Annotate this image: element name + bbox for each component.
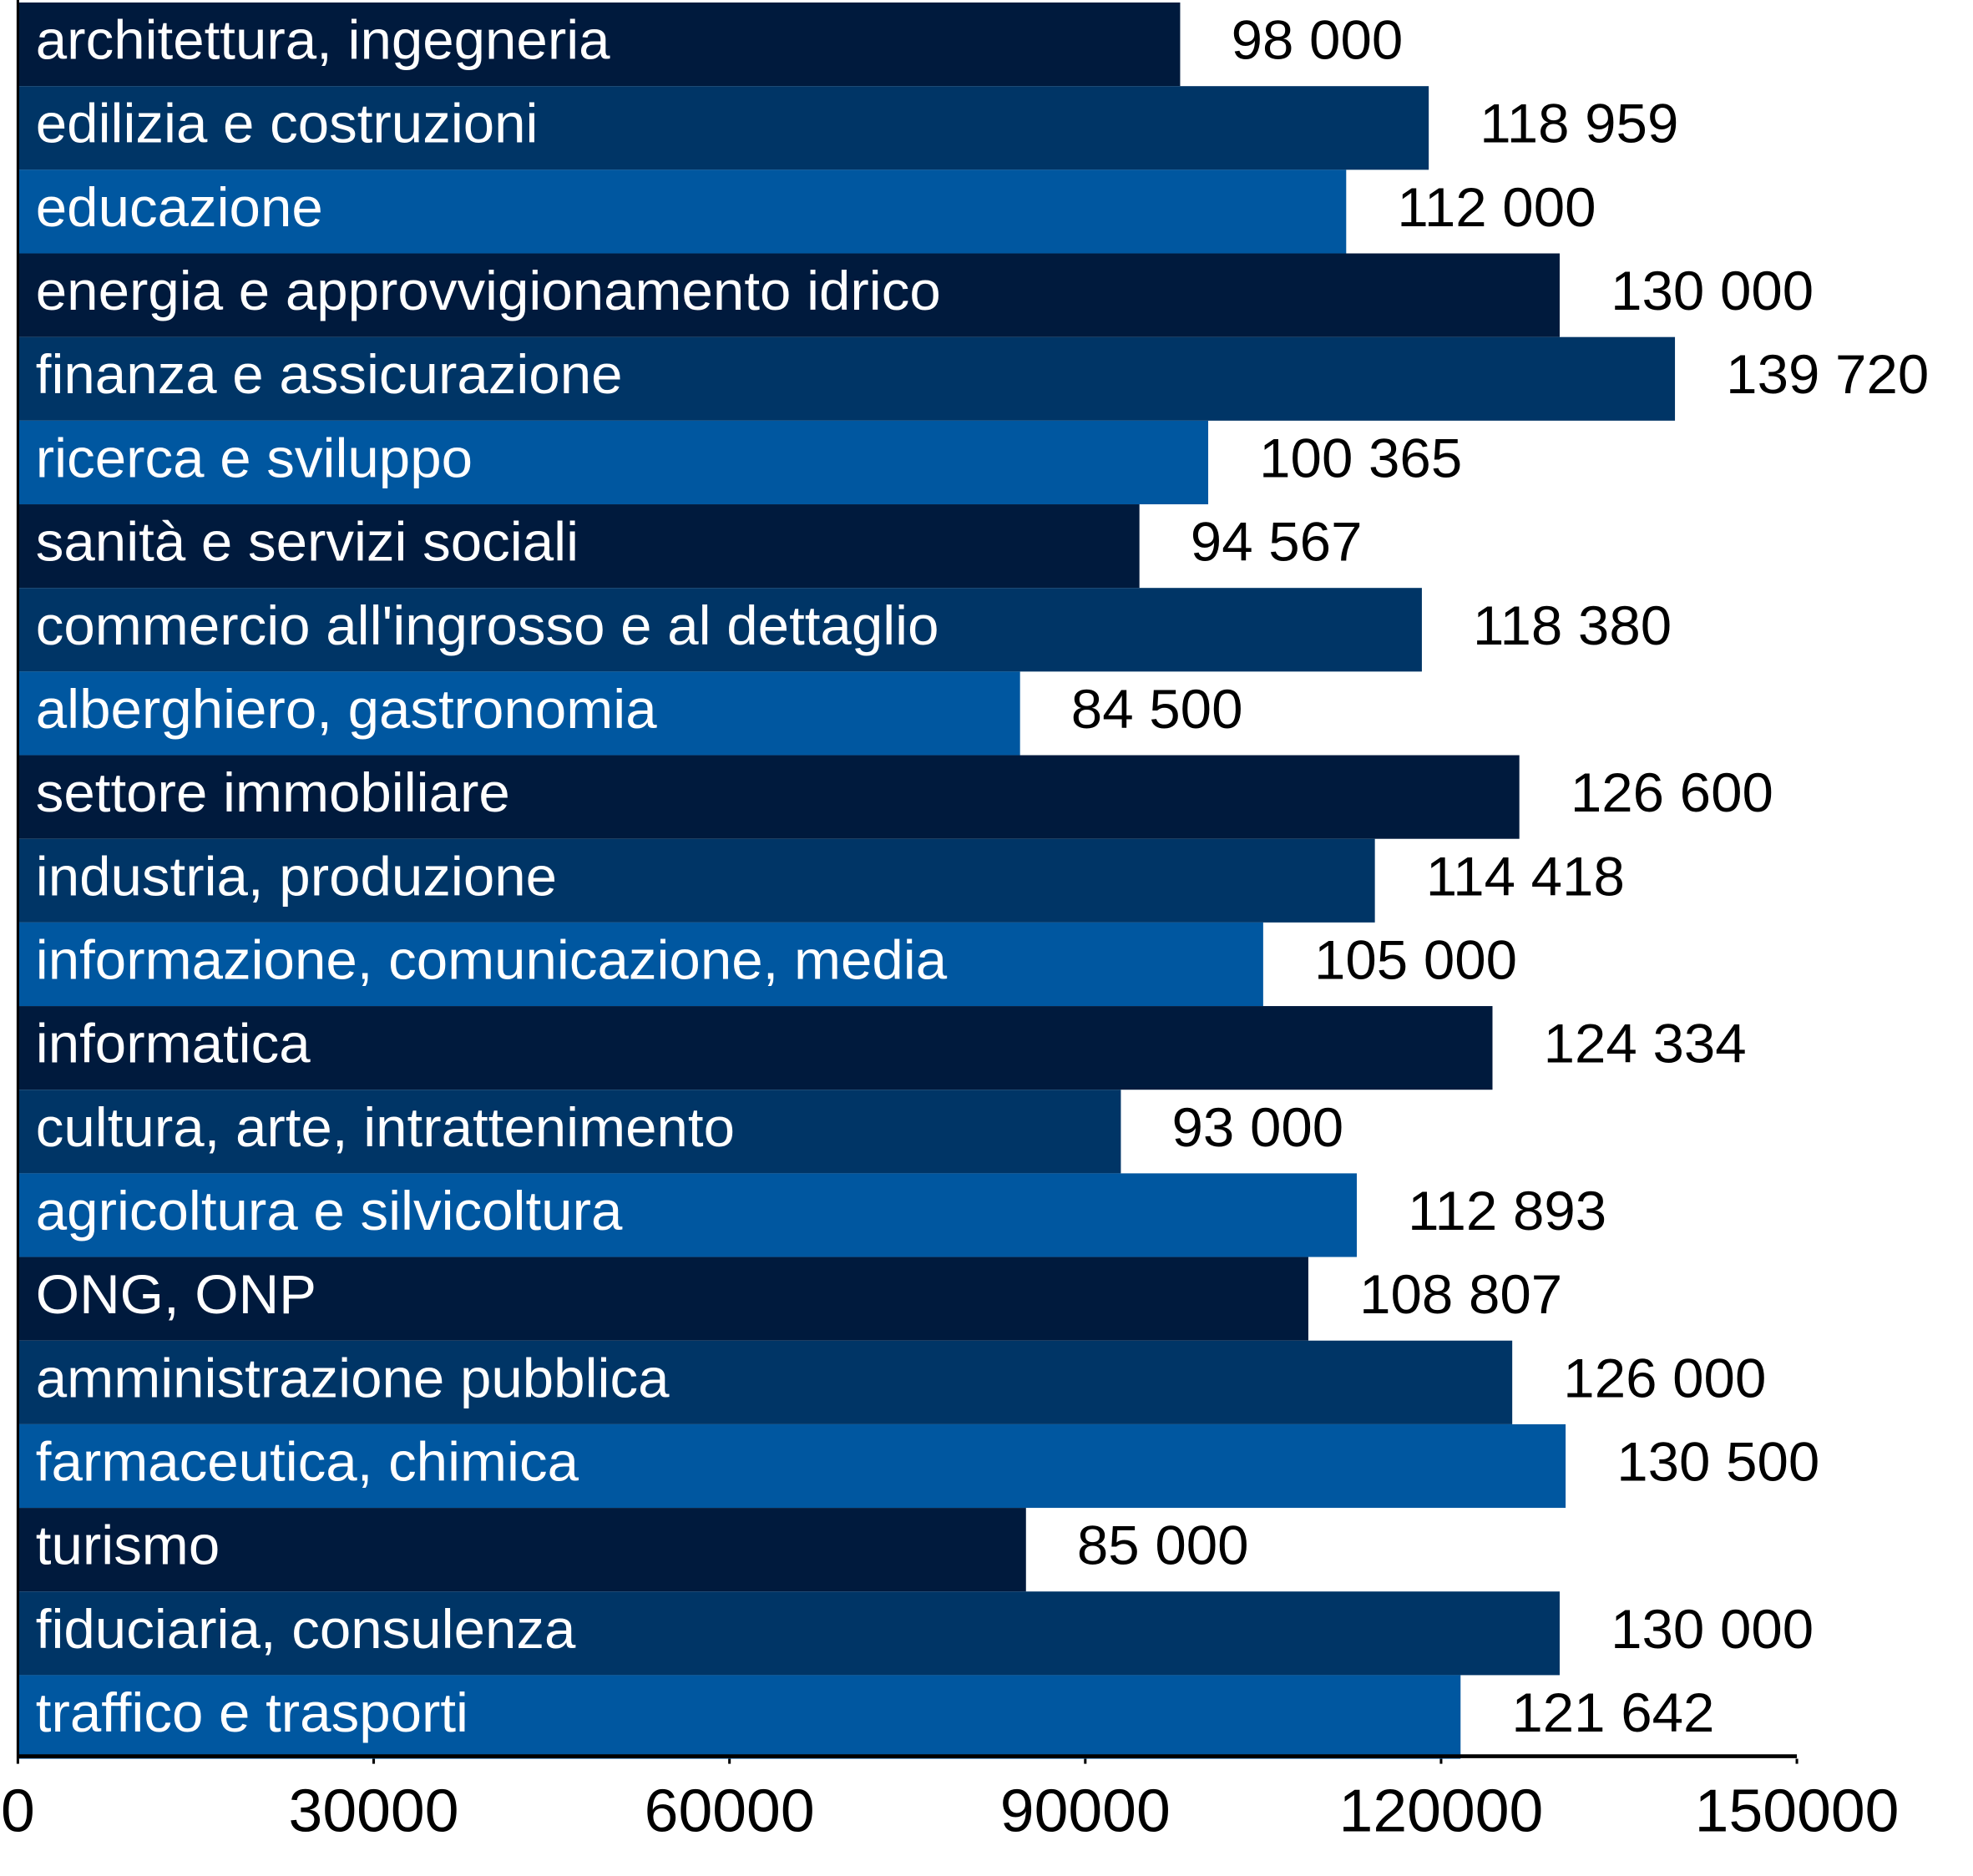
- value-label: 93 000: [1172, 1097, 1344, 1158]
- category-label: architettura, ingegneria: [36, 10, 611, 71]
- category-label: educazione: [36, 177, 323, 238]
- bar: [18, 922, 1263, 1007]
- bar: [18, 755, 1520, 839]
- category-label: amministrazione pubblica: [36, 1348, 670, 1409]
- bar: [18, 504, 1140, 589]
- bar: [18, 671, 1020, 756]
- category-label: ONG, ONP: [36, 1265, 316, 1326]
- value-label: 108 807: [1359, 1265, 1562, 1326]
- category-label: settore immobiliare: [36, 763, 510, 824]
- bar: [18, 1508, 1026, 1592]
- value-label: 112 000: [1397, 177, 1596, 238]
- value-label: 118 959: [1480, 94, 1678, 154]
- value-label: 126 600: [1571, 763, 1773, 824]
- value-label: 94 567: [1191, 512, 1363, 573]
- bar: [18, 1591, 1560, 1676]
- category-label: traffico e trasporti: [36, 1682, 468, 1743]
- bar: [18, 1090, 1121, 1174]
- bar: [18, 253, 1560, 337]
- bar: [18, 86, 1429, 170]
- value-label: 118 380: [1473, 595, 1672, 656]
- value-label: 114 418: [1426, 847, 1625, 908]
- bar: [18, 1675, 1461, 1759]
- value-label: 130 000: [1611, 1599, 1814, 1660]
- bar: [18, 1423, 1566, 1509]
- bar: [18, 169, 1347, 254]
- value-label: 121 642: [1511, 1682, 1714, 1743]
- category-label: energia e approvvigionamento idrico: [36, 261, 941, 322]
- category-label: agricoltura e silvicoltura: [36, 1181, 623, 1241]
- category-label: finanza e assicurazione: [36, 345, 623, 406]
- value-label: 105 000: [1314, 930, 1517, 991]
- bar: [18, 838, 1375, 923]
- x-tick-label: 90000: [1000, 1777, 1171, 1844]
- value-label: 85 000: [1077, 1515, 1249, 1576]
- x-tick-label: 120000: [1339, 1777, 1544, 1844]
- category-label: ricerca e sviluppo: [36, 428, 473, 489]
- category-label: alberghiero, gastronomia: [36, 679, 658, 740]
- x-tick-label: 30000: [289, 1777, 459, 1844]
- category-label: informazione, comunicazione, media: [36, 930, 948, 991]
- category-label: informatica: [36, 1014, 311, 1075]
- category-label: commercio all'ingrosso e al dettaglio: [36, 595, 939, 656]
- value-label: 126 000: [1563, 1348, 1766, 1409]
- category-label: farmaceutica, chimica: [36, 1432, 579, 1493]
- x-tick-label: 0: [1, 1777, 35, 1844]
- category-label: edilizia e costruzioni: [36, 94, 539, 154]
- bar: [18, 1340, 1513, 1424]
- value-label: 100 365: [1259, 428, 1462, 489]
- value-label: 112 893: [1408, 1181, 1606, 1241]
- value-label: 130 500: [1616, 1432, 1819, 1493]
- bar: [18, 336, 1676, 421]
- value-label: 139 720: [1726, 345, 1929, 406]
- bar: [18, 1006, 1493, 1090]
- category-label: sanità e servizi sociali: [36, 512, 579, 573]
- category-label: cultura, arte, intrattenimento: [36, 1097, 735, 1158]
- value-label: 130 000: [1611, 261, 1814, 322]
- value-label: 84 500: [1071, 679, 1243, 740]
- category-label: fiduciaria, consulenza: [36, 1599, 577, 1660]
- bar: [18, 588, 1422, 672]
- value-label: 98 000: [1232, 10, 1404, 71]
- bar: [18, 420, 1209, 505]
- bar: [18, 1173, 1357, 1257]
- category-label: industria, produzione: [36, 847, 557, 908]
- value-label: 124 334: [1544, 1014, 1747, 1075]
- bar: [18, 1257, 1308, 1341]
- bar: [18, 3, 1181, 87]
- x-tick-label: 150000: [1695, 1777, 1900, 1844]
- x-tick-label: 60000: [645, 1777, 815, 1844]
- category-label: turismo: [36, 1515, 220, 1576]
